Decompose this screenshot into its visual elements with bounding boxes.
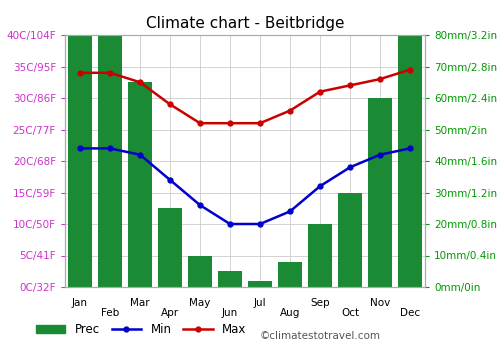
- Bar: [218, 271, 242, 287]
- Text: Apr: Apr: [161, 308, 179, 318]
- Text: Oct: Oct: [341, 308, 359, 318]
- Text: Jul: Jul: [254, 298, 266, 308]
- Bar: [68, 0, 92, 287]
- Text: ©climatestotravel.com: ©climatestotravel.com: [260, 331, 381, 341]
- Bar: [368, 98, 392, 287]
- Text: Feb: Feb: [101, 308, 119, 318]
- Bar: [278, 262, 302, 287]
- Text: Dec: Dec: [400, 308, 420, 318]
- Text: Nov: Nov: [370, 298, 390, 308]
- Bar: [398, 0, 422, 287]
- Bar: [338, 193, 362, 287]
- Text: Aug: Aug: [280, 308, 300, 318]
- Bar: [248, 281, 272, 287]
- Bar: [188, 256, 212, 287]
- Text: May: May: [190, 298, 210, 308]
- Bar: [98, 0, 122, 287]
- Text: Jun: Jun: [222, 308, 238, 318]
- Title: Climate chart - Beitbridge: Climate chart - Beitbridge: [146, 16, 344, 31]
- Text: Sep: Sep: [310, 298, 330, 308]
- Bar: [128, 82, 152, 287]
- Legend: Prec, Min, Max: Prec, Min, Max: [31, 318, 252, 341]
- Bar: [308, 224, 332, 287]
- Bar: [158, 208, 182, 287]
- Text: Mar: Mar: [130, 298, 150, 308]
- Text: Jan: Jan: [72, 298, 88, 308]
